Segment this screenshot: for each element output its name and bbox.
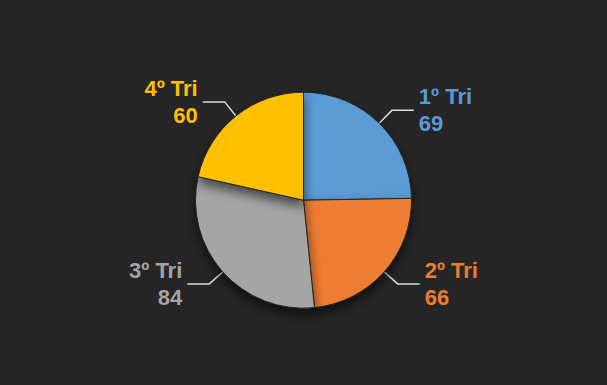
svg-text:60: 60 bbox=[173, 103, 197, 128]
svg-text:84: 84 bbox=[158, 285, 183, 310]
svg-text:69: 69 bbox=[419, 111, 443, 136]
svg-text:3º Tri: 3º Tri bbox=[129, 258, 182, 283]
svg-text:66: 66 bbox=[425, 285, 449, 310]
svg-text:2º Tri: 2º Tri bbox=[425, 258, 478, 283]
svg-text:1º Tri: 1º Tri bbox=[419, 84, 472, 109]
svg-text:4º Tri: 4º Tri bbox=[144, 76, 197, 101]
